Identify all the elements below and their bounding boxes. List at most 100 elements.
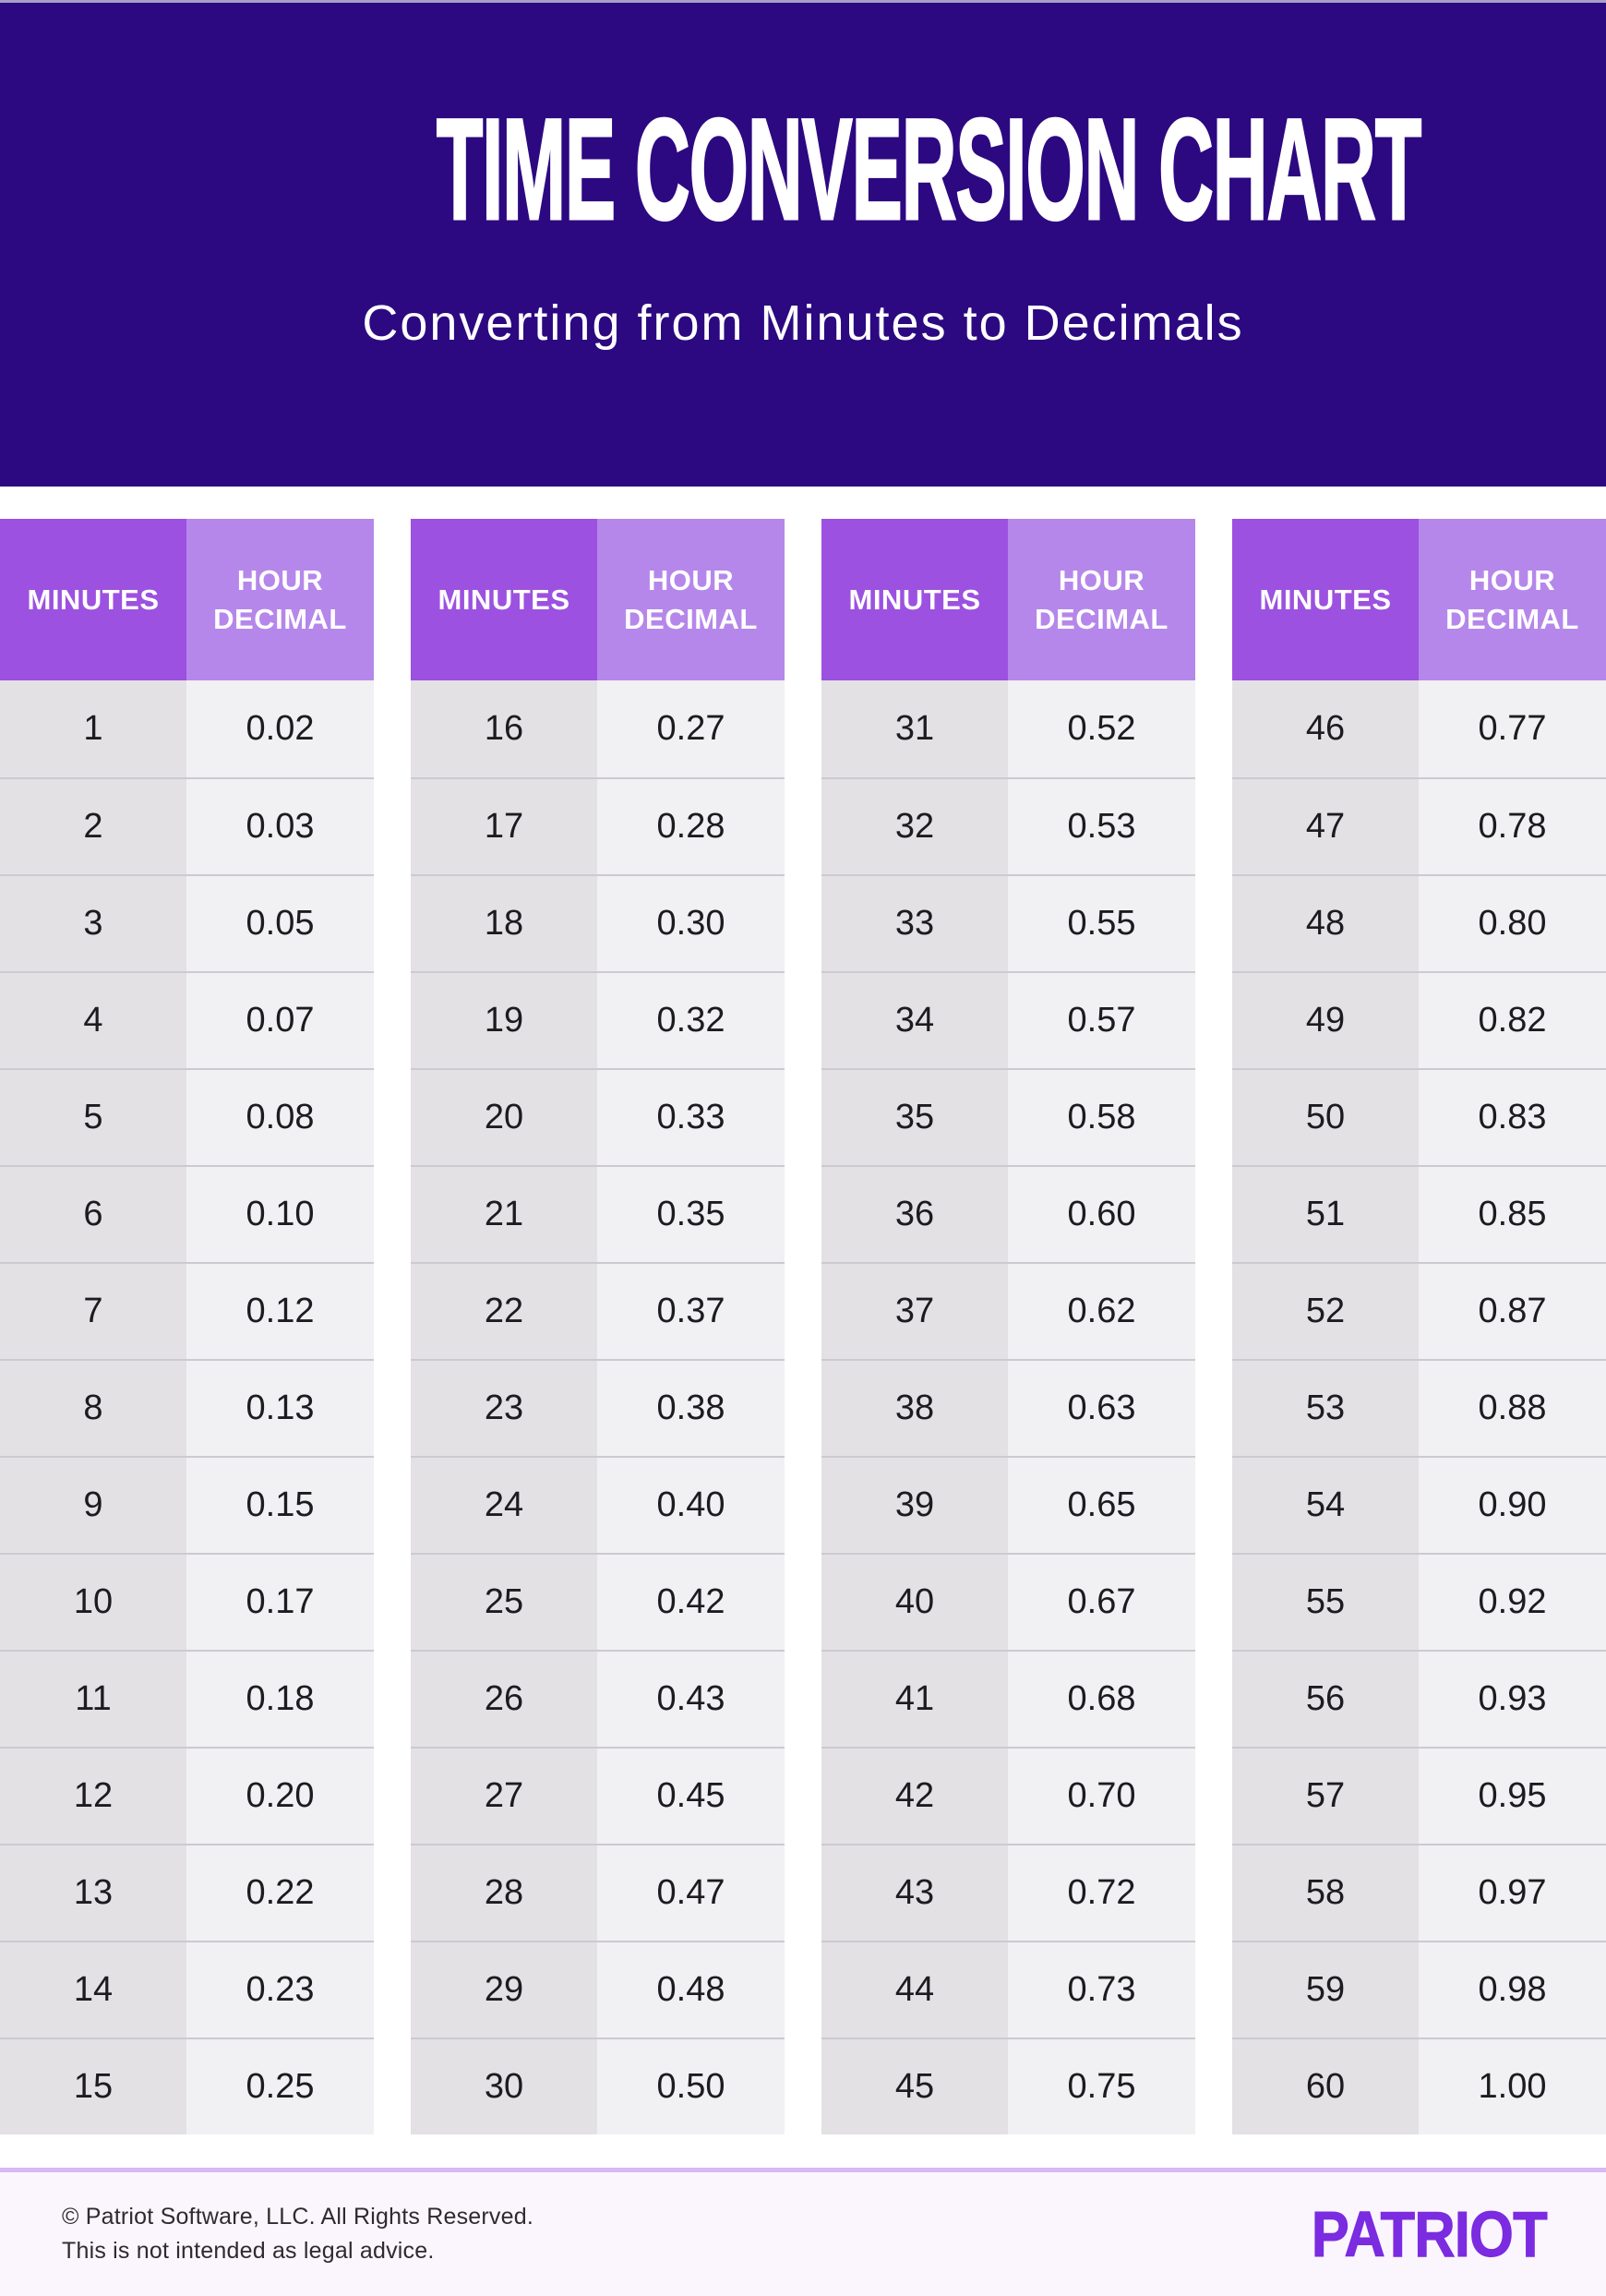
minutes-cell: 15 <box>0 2039 186 2134</box>
hour-decimal-cell: 0.25 <box>186 2039 374 2134</box>
table-row: 60 1.00 <box>1232 2038 1606 2134</box>
column-header-hour-decimal: HOUR DECIMAL <box>186 519 374 680</box>
minutes-cell: 36 <box>821 1167 1008 1262</box>
table-row: 58 0.97 <box>1232 1844 1606 1941</box>
hour-decimal-cell: 0.82 <box>1419 973 1606 1068</box>
table-header-row: MINUTES HOUR DECIMAL <box>411 519 785 680</box>
minutes-cell: 58 <box>1232 1845 1419 1941</box>
minutes-cell: 59 <box>1232 1942 1419 2038</box>
table-row: 3 0.05 <box>0 874 374 971</box>
hour-decimal-cell: 0.93 <box>1419 1652 1606 1747</box>
hour-decimal-cell: 0.12 <box>186 1264 374 1359</box>
table-header-row: MINUTES HOUR DECIMAL <box>0 519 374 680</box>
column-header-minutes: MINUTES <box>1232 519 1419 680</box>
minutes-cell: 13 <box>0 1845 186 1941</box>
hour-decimal-cell: 0.67 <box>1008 1555 1195 1650</box>
hour-decimal-cell: 0.10 <box>186 1167 374 1262</box>
table-row: 27 0.45 <box>411 1747 785 1844</box>
conversion-table-2: MINUTES HOUR DECIMAL 16 0.27 17 0.28 18 0.30 19 0… <box>411 519 785 2134</box>
hour-decimal-cell: 0.68 <box>1008 1652 1195 1747</box>
table-row: 42 0.70 <box>821 1747 1195 1844</box>
column-header-minutes: MINUTES <box>0 519 186 680</box>
table-row: 10 0.17 <box>0 1553 374 1650</box>
minutes-cell: 17 <box>411 779 597 874</box>
hour-decimal-cell: 0.35 <box>597 1167 785 1262</box>
page-subtitle: Converting from Minutes to Decimals <box>362 295 1244 351</box>
table-row: 38 0.63 <box>821 1359 1195 1456</box>
hour-decimal-cell: 0.07 <box>186 973 374 1068</box>
conversion-table-1: MINUTES HOUR DECIMAL 1 0.02 2 0.03 3 0.05 4 0.07 5… <box>0 519 374 2134</box>
hour-decimal-cell: 0.80 <box>1419 876 1606 971</box>
minutes-cell: 5 <box>0 1070 186 1165</box>
table-row: 8 0.13 <box>0 1359 374 1456</box>
minutes-cell: 19 <box>411 973 597 1068</box>
column-header-hour-decimal: HOUR DECIMAL <box>597 519 785 680</box>
table-row: 51 0.85 <box>1232 1165 1606 1262</box>
patriot-logo-text: PATRIOT <box>1311 2198 1549 2271</box>
table-row: 54 0.90 <box>1232 1456 1606 1553</box>
table-row: 40 0.67 <box>821 1553 1195 1650</box>
table-row: 16 0.27 <box>411 680 785 777</box>
hour-decimal-cell: 0.90 <box>1419 1458 1606 1553</box>
table-row: 7 0.12 <box>0 1262 374 1359</box>
column-header-hour-decimal: HOUR DECIMAL <box>1419 519 1606 680</box>
hour-decimal-cell: 0.98 <box>1419 1942 1606 2038</box>
minutes-cell: 55 <box>1232 1555 1419 1650</box>
hour-decimal-cell: 0.47 <box>597 1845 785 1941</box>
hour-decimal-cell: 0.17 <box>186 1555 374 1650</box>
hour-decimal-cell: 0.43 <box>597 1652 785 1747</box>
column-header-minutes: MINUTES <box>411 519 597 680</box>
top-border-strip <box>0 0 1606 3</box>
table-row: 22 0.37 <box>411 1262 785 1359</box>
table-row: 59 0.98 <box>1232 1941 1606 2038</box>
minutes-cell: 42 <box>821 1749 1008 1844</box>
minutes-cell: 41 <box>821 1652 1008 1747</box>
table-row: 24 0.40 <box>411 1456 785 1553</box>
table-row: 29 0.48 <box>411 1941 785 2038</box>
minutes-cell: 2 <box>0 779 186 874</box>
table-row: 46 0.77 <box>1232 680 1606 777</box>
table-header-row: MINUTES HOUR DECIMAL <box>1232 519 1606 680</box>
minutes-cell: 50 <box>1232 1070 1419 1165</box>
hour-decimal-cell: 0.33 <box>597 1070 785 1165</box>
table-row: 55 0.92 <box>1232 1553 1606 1650</box>
minutes-cell: 51 <box>1232 1167 1419 1262</box>
page-title-text: TIME CONVERSION CHART <box>436 90 1422 250</box>
minutes-cell: 9 <box>0 1458 186 1553</box>
table-row: 36 0.60 <box>821 1165 1195 1262</box>
hour-decimal-cell: 0.92 <box>1419 1555 1606 1650</box>
hour-decimal-cell: 0.60 <box>1008 1167 1195 1262</box>
table-row: 5 0.08 <box>0 1068 374 1165</box>
disclaimer-text: This is not intended as legal advice. <box>62 2238 435 2264</box>
minutes-cell: 6 <box>0 1167 186 1262</box>
hour-decimal-cell: 0.03 <box>186 779 374 874</box>
column-header-hour-decimal: HOUR DECIMAL <box>1008 519 1195 680</box>
minutes-cell: 4 <box>0 973 186 1068</box>
table-row: 48 0.80 <box>1232 874 1606 971</box>
minutes-cell: 54 <box>1232 1458 1419 1553</box>
hour-decimal-cell: 0.73 <box>1008 1942 1195 2038</box>
copyright-text: © Patriot Software, LLC. All Rights Rese… <box>62 2204 533 2230</box>
hour-decimal-cell: 0.65 <box>1008 1458 1195 1553</box>
minutes-cell: 35 <box>821 1070 1008 1165</box>
table-row: 2 0.03 <box>0 777 374 874</box>
hour-decimal-cell: 0.57 <box>1008 973 1195 1068</box>
minutes-cell: 44 <box>821 1942 1008 2038</box>
minutes-cell: 33 <box>821 876 1008 971</box>
page-title: TIME CONVERSION CHART <box>0 90 1606 250</box>
table-row: 37 0.62 <box>821 1262 1195 1359</box>
minutes-cell: 27 <box>411 1749 597 1844</box>
hour-decimal-cell: 0.50 <box>597 2039 785 2134</box>
hour-decimal-cell: 0.30 <box>597 876 785 971</box>
minutes-cell: 8 <box>0 1361 186 1456</box>
hour-decimal-cell: 0.08 <box>186 1070 374 1165</box>
minutes-cell: 1 <box>0 680 186 777</box>
table-row: 15 0.25 <box>0 2038 374 2134</box>
table-row: 43 0.72 <box>821 1844 1195 1941</box>
hour-decimal-cell: 0.95 <box>1419 1749 1606 1844</box>
minutes-cell: 43 <box>821 1845 1008 1941</box>
table-row: 9 0.15 <box>0 1456 374 1553</box>
column-header-minutes: MINUTES <box>821 519 1008 680</box>
table-header-row: MINUTES HOUR DECIMAL <box>821 519 1195 680</box>
